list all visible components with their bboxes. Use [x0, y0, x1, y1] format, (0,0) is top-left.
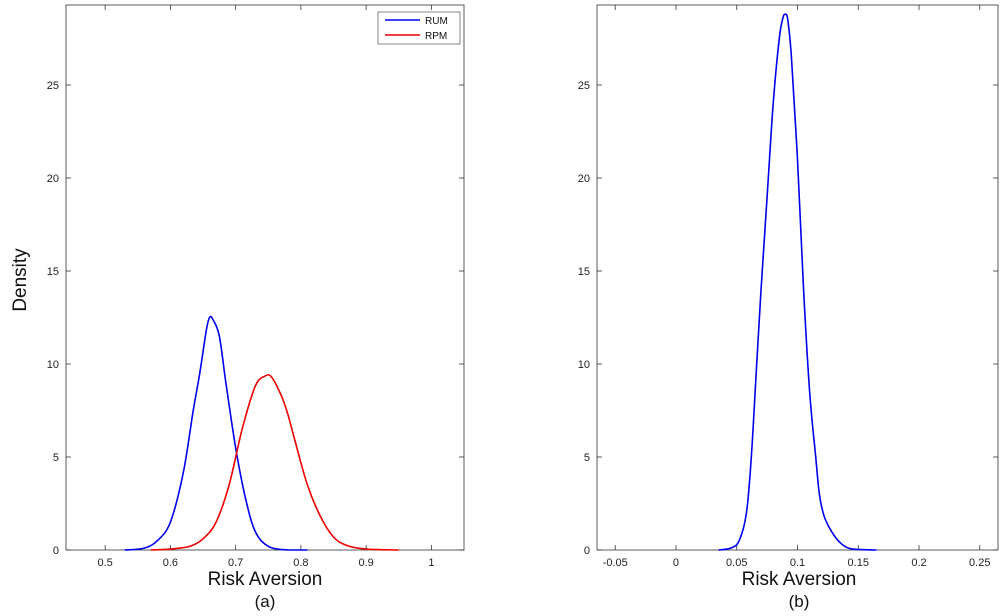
panel-a-ytick-label: 20: [47, 173, 59, 185]
panel-a-frame: [65, 4, 465, 551]
panel-a-ytick-label: 15: [47, 266, 59, 278]
panel-b-frame: [596, 4, 999, 551]
panel-a-ytick-label: 10: [47, 359, 59, 371]
panel-a-ylabel: Density: [10, 248, 31, 312]
panel-b-label: (b): [789, 592, 810, 611]
panel-b-xtick-label: 0.1: [790, 557, 805, 569]
panel-a-legend: RUM RPM: [377, 11, 461, 45]
panel-b-xtick-label: 0.15: [848, 557, 869, 569]
panel-a-xtick-label: 1: [428, 557, 434, 569]
panel-b-xtick-label: 0: [673, 557, 679, 569]
panel-b-ytick-label: 20: [578, 173, 590, 185]
panel-a-xtick-label: 0.6: [163, 557, 178, 569]
panel-a-xlabel: Risk Aversion: [208, 569, 323, 590]
panel-b-ytick-label: 5: [584, 452, 590, 464]
panel-b-ytick-label: 10: [578, 359, 590, 371]
panel-a-xtick-label: 0.7: [228, 557, 243, 569]
legend-label-rpm: RPM: [425, 31, 447, 42]
panel-b-ytick-label: 0: [584, 545, 590, 557]
panel-a-ytick-label: 5: [53, 452, 59, 464]
legend-label-rum: RUM: [425, 16, 448, 27]
panel-a-density-line-rpm: [150, 373, 399, 551]
panel-b-xtick-label: 0.05: [726, 557, 747, 569]
panel-a-density-line-rum: [124, 315, 308, 551]
panel-b-ytick-label: 25: [578, 80, 590, 92]
panel-b: -0.05 0 0.05 0.1 0.15 0.2 0.25 0 5 10 15 20 25: [578, 5, 998, 569]
panel-a-ytick-label: 0: [53, 545, 59, 557]
panel-b-xtick-label: -0.05: [603, 557, 628, 569]
panel-b-density-line-series-0: [718, 13, 877, 551]
panel-b-ytick-label: 15: [578, 266, 590, 278]
panel-a-xtick-label: 0.5: [97, 557, 112, 569]
panel-a-xtick-label: 0.8: [293, 557, 308, 569]
panel-a-ytick-label: 25: [47, 80, 59, 92]
panel-b-xtick-label: 0.2: [911, 557, 926, 569]
panel-b-xlabel: Risk Aversion: [742, 569, 857, 590]
panel-b-xtick-label: 0.25: [969, 557, 990, 569]
panel-a-label: (a): [255, 592, 276, 611]
panel-a-xtick-label: 0.9: [358, 557, 373, 569]
legend-box: [377, 11, 461, 45]
